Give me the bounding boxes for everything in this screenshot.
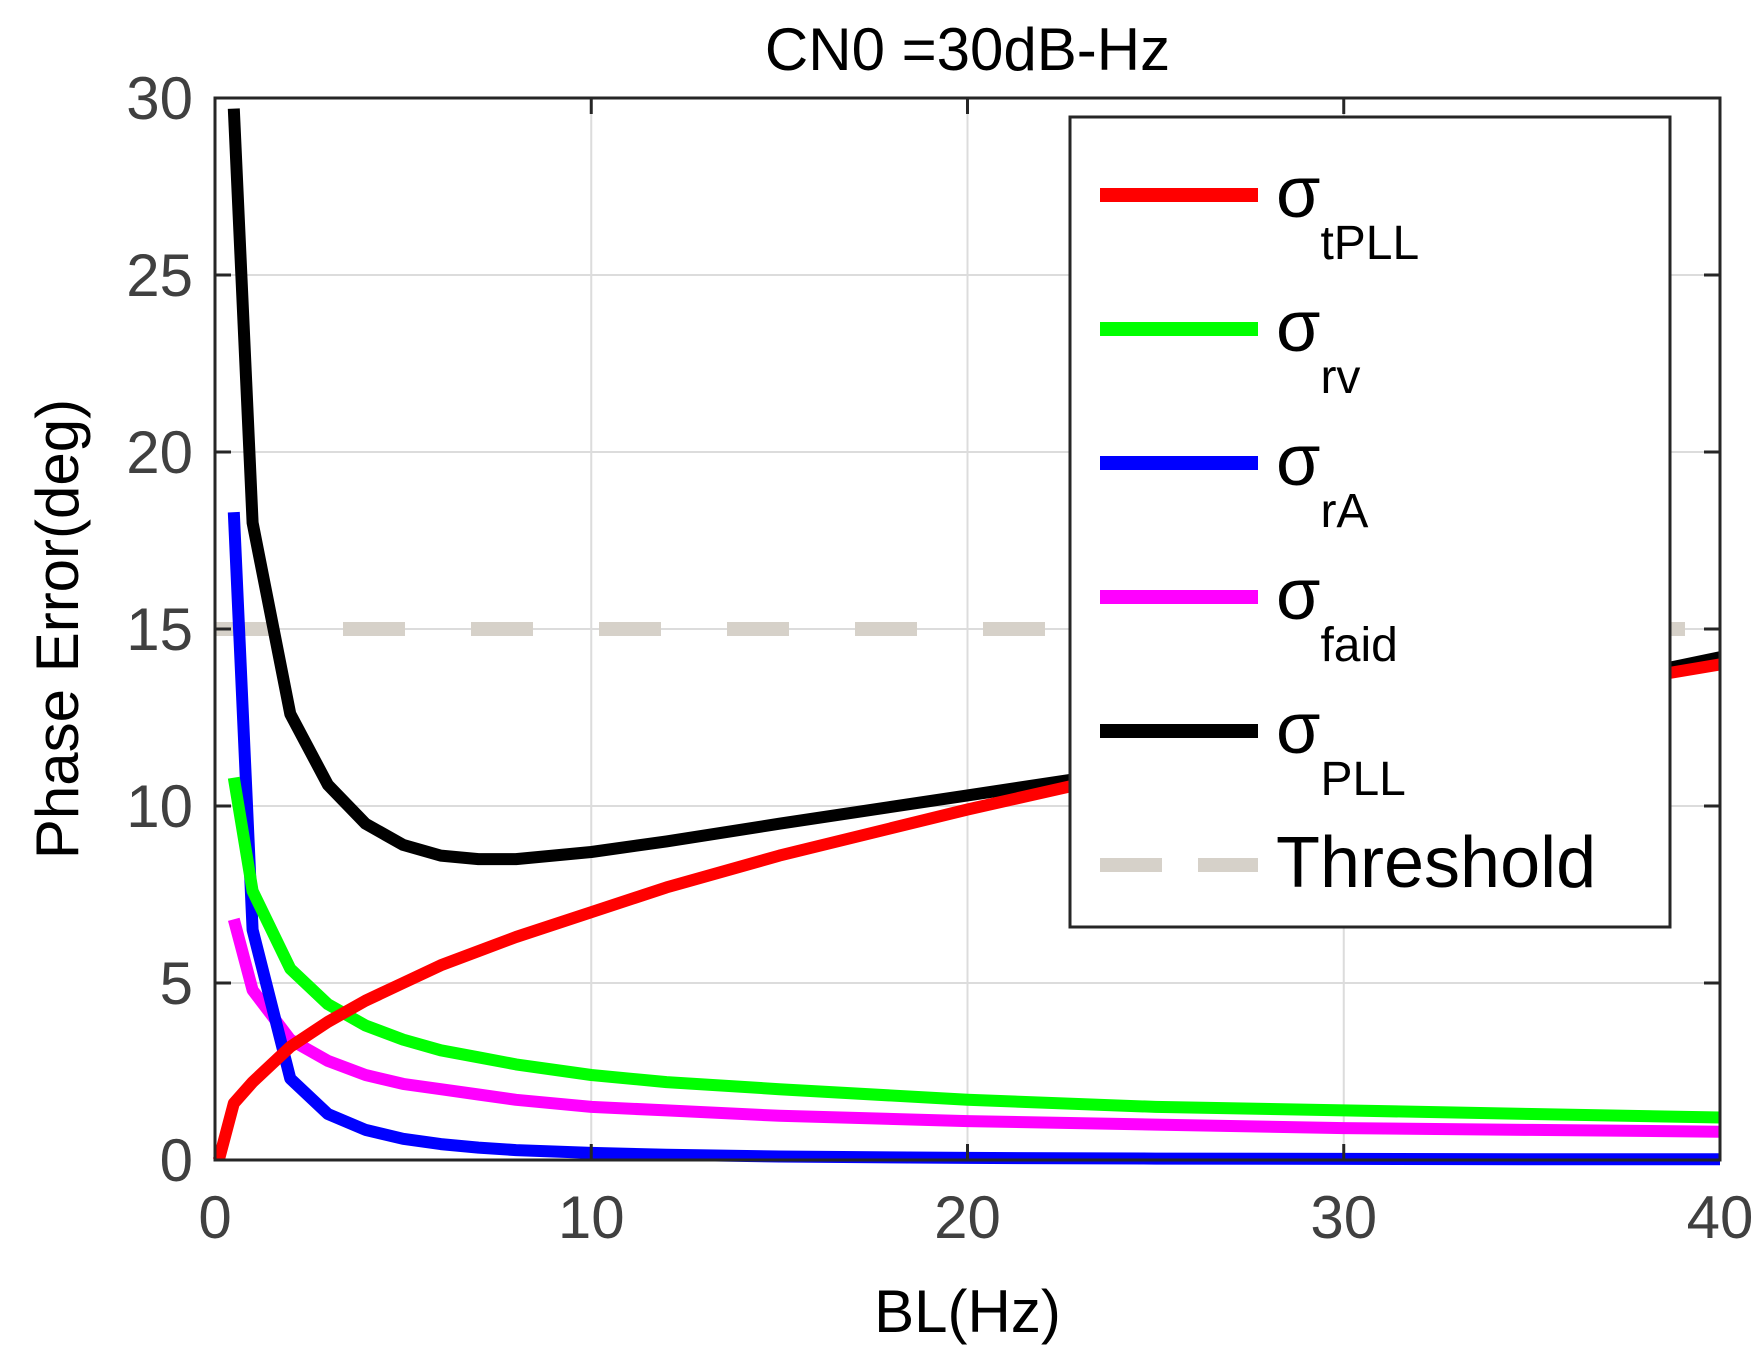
x-tick-label: 40 — [1687, 1184, 1754, 1251]
legend-item-threshold: Threshold — [1100, 823, 1596, 903]
legend-item-tpll: σtPLL — [1100, 153, 1419, 270]
legend-item-pll: σPLL — [1100, 689, 1406, 806]
y-tick-label: 25 — [126, 242, 193, 309]
legend-label: σtPLL — [1276, 153, 1419, 270]
y-tick-label: 20 — [126, 419, 193, 486]
legend-item-faid: σfaid — [1100, 555, 1398, 672]
legend-box — [1068, 115, 1672, 929]
y-tick-label: 0 — [160, 1127, 193, 1194]
legend-label: σrA — [1276, 421, 1368, 538]
y-tick-label: 10 — [126, 773, 193, 840]
y-axis-title: Phase Error(deg) — [24, 399, 91, 859]
legend-item-rv: σrv — [1100, 287, 1360, 404]
y-tick-label: 30 — [126, 65, 193, 132]
legend-label: σrv — [1276, 287, 1360, 404]
y-tick-label: 15 — [126, 596, 193, 663]
series-line-faid — [228, 917, 1721, 1138]
legend: σtPLL σrv σrA σfaid σPLL Threshold — [1068, 115, 1672, 929]
x-tick-label: 10 — [558, 1184, 625, 1251]
y-tick-label: 5 — [160, 950, 193, 1017]
chart-title: CN0 =30dB-Hz — [765, 16, 1170, 83]
x-axis-title: BL(Hz) — [874, 1278, 1061, 1345]
legend-label: σfaid — [1276, 555, 1398, 672]
legend-label: Threshold — [1276, 823, 1596, 903]
x-tick-label: 30 — [1310, 1184, 1377, 1251]
legend-label: σPLL — [1276, 689, 1406, 806]
series-line-rv — [227, 776, 1721, 1124]
x-tick-label: 20 — [934, 1184, 1001, 1251]
x-tick-label: 0 — [198, 1184, 231, 1251]
legend-item-ra: σrA — [1100, 421, 1368, 538]
axis-ticks: 0 10 20 30 40 0 5 10 15 20 25 30 — [126, 65, 1753, 1251]
